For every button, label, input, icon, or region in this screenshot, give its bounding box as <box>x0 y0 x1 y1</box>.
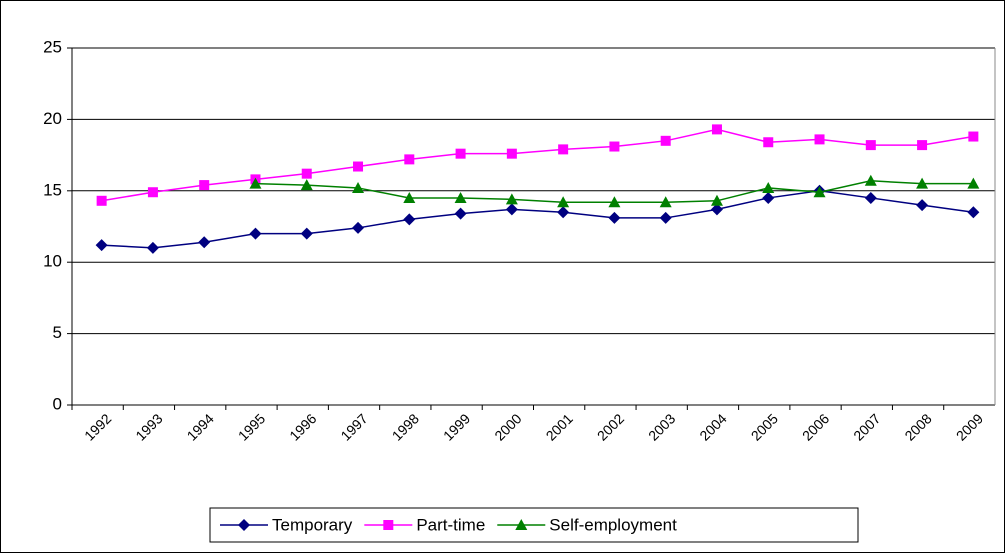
marker <box>865 140 876 151</box>
marker <box>813 186 826 198</box>
marker <box>967 206 980 219</box>
marker <box>300 179 313 191</box>
marker <box>608 211 621 224</box>
legend-label: Self-employment <box>549 515 677 534</box>
y-tick-label: 20 <box>43 109 62 128</box>
marker <box>96 195 107 206</box>
legend-label: Temporary <box>272 515 353 534</box>
marker <box>403 213 416 226</box>
marker <box>455 148 466 159</box>
marker <box>454 191 467 203</box>
marker <box>505 203 518 216</box>
marker <box>404 154 415 165</box>
marker <box>454 207 467 220</box>
marker <box>710 194 723 206</box>
marker <box>353 161 364 172</box>
marker <box>558 144 569 155</box>
y-tick-label: 5 <box>53 323 62 342</box>
marker <box>506 148 517 159</box>
marker <box>917 140 928 151</box>
series-line <box>101 190 974 249</box>
marker <box>864 191 877 204</box>
marker <box>660 135 671 146</box>
marker <box>95 239 108 252</box>
y-tick-label: 10 <box>43 252 62 271</box>
marker <box>916 199 929 212</box>
marker <box>249 177 262 189</box>
marker <box>249 227 262 240</box>
marker <box>505 193 518 205</box>
marker <box>383 520 394 530</box>
marker <box>238 519 250 531</box>
marker <box>301 168 312 179</box>
legend-label: Part-time <box>416 515 485 534</box>
marker <box>198 236 211 249</box>
marker <box>814 134 825 145</box>
marker <box>762 181 775 193</box>
marker <box>659 211 672 224</box>
marker <box>711 124 722 135</box>
y-tick-label: 15 <box>43 180 62 199</box>
marker <box>146 241 159 254</box>
marker <box>557 196 570 208</box>
marker <box>352 181 365 193</box>
marker <box>199 180 210 191</box>
marker <box>608 196 621 208</box>
marker <box>968 131 979 142</box>
legend-box <box>209 507 859 543</box>
marker <box>147 187 158 198</box>
marker <box>352 221 365 234</box>
series-line <box>101 128 974 202</box>
marker <box>300 227 313 240</box>
marker <box>762 191 775 204</box>
marker <box>515 519 528 530</box>
y-tick-label: 0 <box>53 394 62 413</box>
legend: Temporary Part-time Self-employment <box>209 507 859 543</box>
y-tick-label: 25 <box>43 37 62 56</box>
marker <box>609 141 620 152</box>
marker <box>403 191 416 203</box>
marker <box>710 203 723 216</box>
marker <box>864 174 877 186</box>
marker <box>967 177 980 189</box>
marker <box>763 137 774 148</box>
marker <box>659 196 672 208</box>
marker <box>916 177 929 189</box>
marker <box>557 206 570 219</box>
